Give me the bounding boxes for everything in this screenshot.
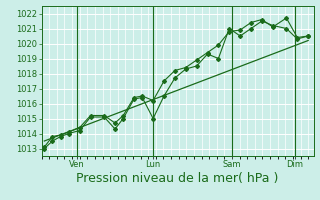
X-axis label: Pression niveau de la mer( hPa ): Pression niveau de la mer( hPa ) [76, 172, 279, 185]
